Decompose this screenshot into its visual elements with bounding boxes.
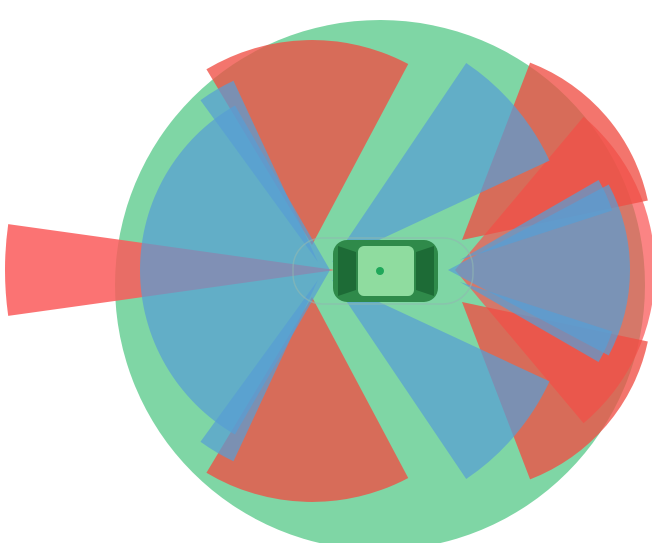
right-camera [332,280,550,479]
vehicle-outline [292,237,474,305]
vehicle-rear-window [338,246,356,296]
front-right-camera-strip [460,282,613,362]
vehicle [292,237,474,305]
vehicle-windshield [416,246,434,296]
vehicle-center [376,267,384,275]
rear-left-radar [206,40,409,246]
right-rear-camera-strip [200,280,318,462]
left-rear-camera-strip [200,80,318,263]
sensor-sectors [4,40,652,502]
front-camera [448,184,630,356]
front-left-camera-strip [460,180,613,260]
vehicle-roof [358,246,414,296]
rear-right-radar [206,297,409,502]
left-camera [332,63,550,263]
